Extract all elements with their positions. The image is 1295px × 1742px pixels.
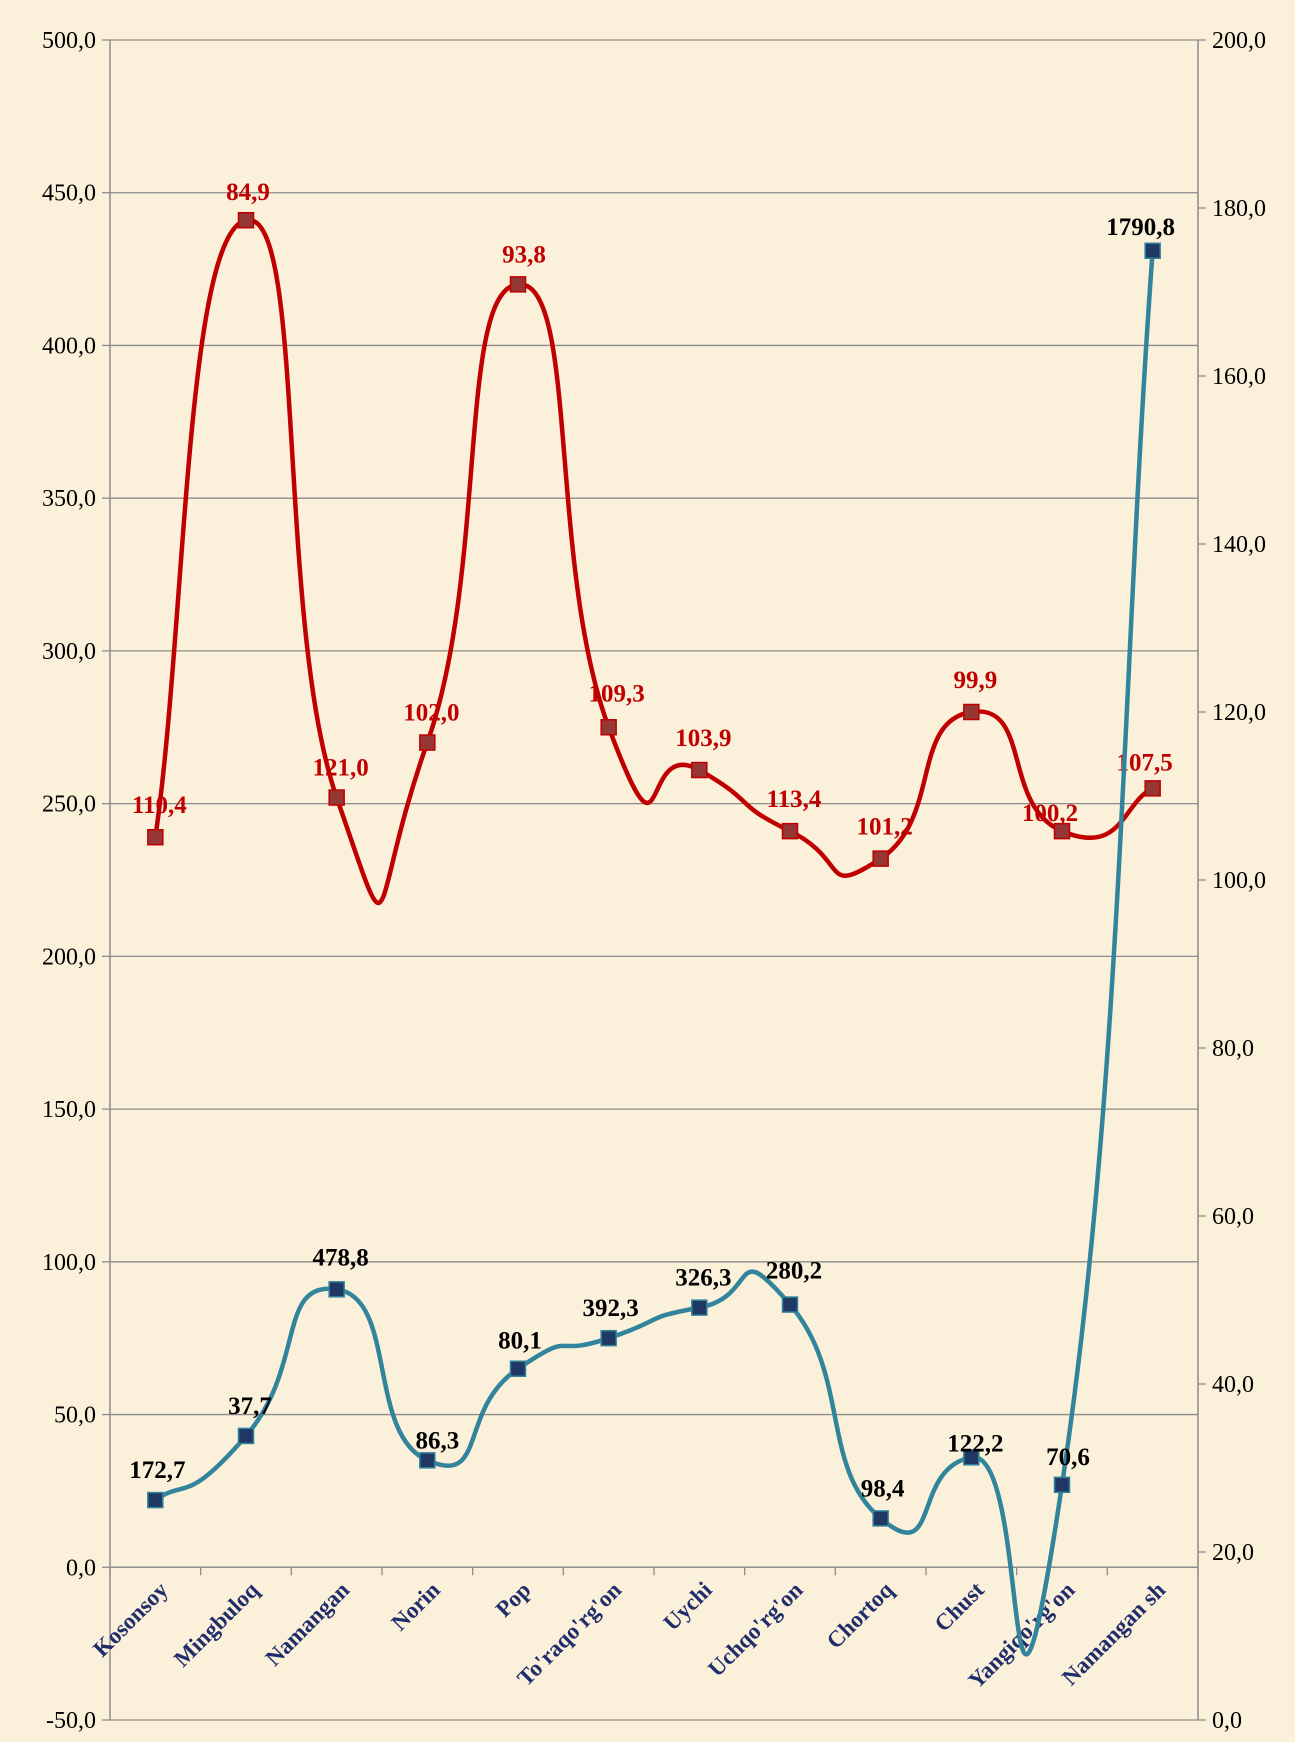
- data-point: [963, 703, 980, 721]
- data-point: [600, 719, 617, 736]
- right-axis-tick-label: 140,0: [1212, 532, 1266, 558]
- data-point: [963, 1449, 980, 1466]
- right-axis-tick-label: 0,0: [1212, 1708, 1242, 1734]
- data-label: 103,9: [675, 725, 731, 752]
- right-axis-tick-label: 60,0: [1212, 1204, 1254, 1230]
- axes: [102, 39, 1206, 1721]
- right-axis-tick-label: 120,0: [1212, 700, 1266, 726]
- data-label: 280,2: [766, 1258, 822, 1285]
- left-axis-tick-label: 350,0: [42, 486, 96, 512]
- data-point: [691, 761, 708, 779]
- data-label: 121,0: [313, 755, 369, 782]
- data-point: [1053, 1476, 1071, 1494]
- data-point: [1144, 780, 1161, 797]
- data-label: 392,3: [583, 1295, 639, 1322]
- data-label: 122,2: [947, 1430, 1003, 1457]
- data-point: [872, 850, 889, 867]
- right-axis-tick-label: 200,0: [1212, 28, 1266, 54]
- data-point: [509, 276, 527, 293]
- data-label: 70,6: [1046, 1444, 1090, 1471]
- data-point: [1144, 242, 1161, 260]
- left-axis-tick-label: 0,0: [66, 1555, 96, 1581]
- data-point: [509, 1360, 527, 1377]
- left-axis-tick-label: 100,0: [42, 1250, 96, 1276]
- data-point: [328, 1281, 345, 1298]
- category-label: Uychi: [659, 1577, 718, 1636]
- data-point: [872, 1510, 889, 1527]
- data-label: 172,7: [129, 1457, 185, 1484]
- right-axis-tick-label: 20,0: [1212, 1540, 1254, 1566]
- left-axis-tick-label: 200,0: [42, 944, 96, 970]
- data-label: 102,0: [403, 700, 459, 727]
- left-axis-tick-label: 250,0: [42, 792, 96, 818]
- data-point: [600, 1329, 617, 1347]
- category-label: Norin: [387, 1577, 445, 1635]
- data-label: 93,8: [502, 241, 546, 268]
- data-label: 99,9: [953, 667, 997, 694]
- data-label: 110,4: [132, 792, 187, 819]
- data-point: [237, 211, 255, 229]
- data-point: [147, 1491, 164, 1509]
- category-label: Chust: [930, 1577, 989, 1636]
- data-point: [781, 1296, 799, 1313]
- data-point: [781, 822, 799, 840]
- data-label: 84,9: [226, 179, 270, 206]
- left-axis-tick-label: 500,0: [42, 28, 96, 54]
- category-label: Chortoq: [822, 1577, 899, 1654]
- tick-labels: -50,0 0,0 50,0 100,0 150,0 200,0 250,0 300,0 350…: [42, 28, 1266, 1734]
- data-label: 478,8: [313, 1244, 369, 1271]
- left-axis-tick-label: 150,0: [42, 1097, 96, 1123]
- left-axis-tick-label: 400,0: [42, 333, 96, 359]
- right-axis-tick-label: 80,0: [1212, 1036, 1254, 1062]
- data-label: 326,3: [675, 1265, 731, 1292]
- right-axis-tick-label: 40,0: [1212, 1372, 1254, 1398]
- right-axis-tick-label: 100,0: [1212, 868, 1266, 894]
- data-label: 1790,8: [1106, 214, 1175, 241]
- series-red: 110,4 84,9 121,0 102,0 93,8 109,3 103,9 113,4 10…: [132, 179, 1173, 906]
- right-axis-tick-label: 160,0: [1212, 364, 1266, 390]
- series-line: [153, 217, 1154, 906]
- category-label: Uchqo'rg'on: [703, 1577, 808, 1682]
- data-label: 113,4: [767, 786, 822, 813]
- data-point: [237, 1427, 255, 1445]
- data-point: [1053, 822, 1071, 840]
- category-label: Kosonsoy: [88, 1577, 173, 1662]
- gridlines: [110, 39, 1198, 1721]
- left-axis-tick-label: 300,0: [42, 639, 96, 665]
- data-label: 100,2: [1022, 800, 1078, 827]
- data-point: [419, 734, 436, 751]
- data-label: 98,4: [861, 1475, 905, 1502]
- category-label: Pop: [491, 1577, 536, 1622]
- category-label: Namangan: [261, 1577, 355, 1671]
- data-label: 86,3: [415, 1427, 459, 1454]
- data-label: 101,2: [857, 814, 913, 841]
- left-axis-tick-label: 450,0: [42, 181, 96, 207]
- data-label: 37,7: [228, 1393, 272, 1420]
- series-blue: 172,7 37,7 478,8 86,3 80,1 392,3 326,3 280,2 98,…: [129, 214, 1175, 1657]
- data-label: 80,1: [498, 1328, 542, 1355]
- data-label: 109,3: [589, 680, 645, 707]
- data-point: [691, 1299, 708, 1316]
- data-point: [419, 1452, 436, 1469]
- data-point: [147, 828, 164, 846]
- category-label: Mingbuloq: [169, 1577, 264, 1672]
- data-point: [328, 789, 345, 806]
- left-axis-tick-label: 50,0: [54, 1403, 96, 1429]
- left-axis-tick-label: -50,0: [46, 1708, 96, 1734]
- right-axis-tick-label: 180,0: [1212, 196, 1266, 222]
